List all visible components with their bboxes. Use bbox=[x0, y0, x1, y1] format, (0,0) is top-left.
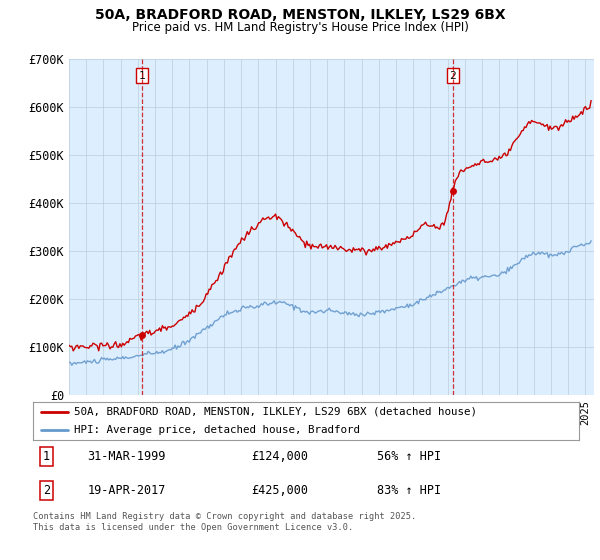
Text: HPI: Average price, detached house, Bradford: HPI: Average price, detached house, Brad… bbox=[74, 425, 360, 435]
Text: 19-APR-2017: 19-APR-2017 bbox=[88, 484, 166, 497]
Text: £124,000: £124,000 bbox=[251, 450, 308, 463]
Text: 50A, BRADFORD ROAD, MENSTON, ILKLEY, LS29 6BX: 50A, BRADFORD ROAD, MENSTON, ILKLEY, LS2… bbox=[95, 8, 505, 22]
Text: Price paid vs. HM Land Registry's House Price Index (HPI): Price paid vs. HM Land Registry's House … bbox=[131, 21, 469, 34]
Text: 56% ↑ HPI: 56% ↑ HPI bbox=[377, 450, 441, 463]
Text: 31-MAR-1999: 31-MAR-1999 bbox=[88, 450, 166, 463]
Text: £425,000: £425,000 bbox=[251, 484, 308, 497]
Text: 50A, BRADFORD ROAD, MENSTON, ILKLEY, LS29 6BX (detached house): 50A, BRADFORD ROAD, MENSTON, ILKLEY, LS2… bbox=[74, 407, 477, 417]
Text: 2: 2 bbox=[449, 71, 456, 81]
Text: Contains HM Land Registry data © Crown copyright and database right 2025.
This d: Contains HM Land Registry data © Crown c… bbox=[33, 512, 416, 532]
Text: 83% ↑ HPI: 83% ↑ HPI bbox=[377, 484, 441, 497]
Text: 2: 2 bbox=[43, 484, 50, 497]
Text: 1: 1 bbox=[139, 71, 146, 81]
Text: 1: 1 bbox=[43, 450, 50, 463]
